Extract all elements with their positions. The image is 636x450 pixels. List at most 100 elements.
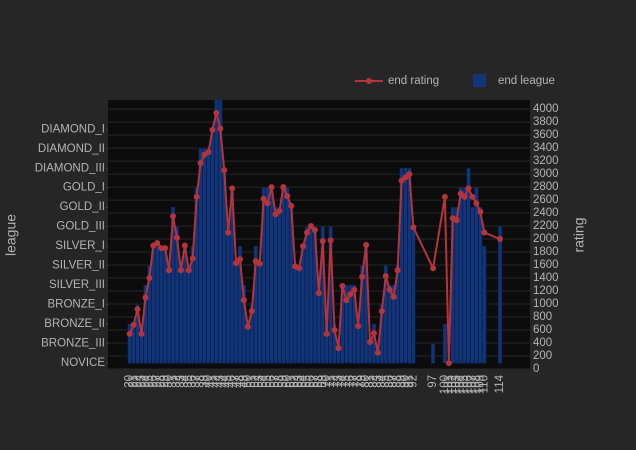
line-marker — [284, 193, 291, 200]
x-tick-label: 85 — [380, 375, 392, 388]
x-tick-label: 23 — [136, 375, 148, 388]
y-tick-label: SILVER_III — [49, 279, 105, 291]
x-tick-label: 84 — [376, 374, 388, 387]
x-tick-label: 55 — [262, 375, 274, 388]
line-marker — [229, 185, 236, 192]
y2-tick-label: 3400 — [533, 142, 559, 154]
line-marker — [146, 275, 153, 282]
plot-marks — [126, 100, 504, 367]
y2-tick-label: 4000 — [533, 103, 559, 115]
line-marker — [461, 193, 468, 200]
x-tick-label: 103 — [451, 375, 463, 394]
line-marker — [217, 125, 224, 132]
x-tick-label: 26 — [147, 375, 159, 388]
line-marker — [315, 289, 322, 296]
bar — [297, 265, 302, 364]
x-tick-label: 92 — [407, 375, 419, 388]
x-tick-label: 81 — [364, 375, 376, 388]
x-tick-label: 59 — [277, 375, 289, 388]
x-tick-label: 106 — [463, 375, 475, 394]
bar — [360, 265, 365, 364]
bar — [147, 265, 152, 364]
x-tick-label: 56 — [266, 375, 278, 388]
y2-tick-label: 3000 — [533, 168, 559, 180]
line-marker — [236, 256, 243, 263]
x-tick-label: 76 — [344, 375, 356, 388]
bar — [261, 187, 266, 364]
y2-tick-label: 400 — [533, 337, 552, 349]
line-marker — [300, 243, 307, 250]
x-tick-label: 104 — [455, 374, 467, 394]
legend-label: end rating — [388, 75, 439, 87]
line-marker — [166, 267, 173, 274]
line-marker — [359, 273, 366, 280]
line-marker — [394, 267, 401, 274]
bar — [399, 167, 404, 364]
line-marker — [205, 148, 212, 155]
line-marker — [386, 286, 393, 293]
bar — [458, 187, 463, 364]
line-marker — [497, 236, 504, 243]
line-marker — [280, 184, 287, 191]
bar — [234, 265, 239, 364]
line-marker — [331, 327, 338, 334]
bar — [308, 226, 313, 364]
y-tick-label: SILVER_I — [55, 240, 105, 252]
bar — [474, 187, 479, 364]
line-marker — [406, 171, 413, 178]
y-tick-label: NOVICE — [61, 357, 105, 369]
line-marker — [130, 321, 137, 328]
bar — [194, 187, 199, 364]
line-marker — [410, 224, 417, 231]
x-tick-label: 102 — [447, 375, 459, 394]
bar — [245, 323, 250, 364]
bar — [277, 206, 282, 364]
line-marker — [303, 229, 310, 236]
line-marker — [126, 330, 133, 337]
x-tick-label: 22 — [132, 375, 144, 388]
bar — [403, 167, 408, 364]
line-marker — [240, 297, 247, 304]
bar — [218, 100, 223, 364]
x-tick-label: 42 — [210, 375, 222, 388]
y2-tick-label: 1800 — [533, 246, 559, 258]
line-marker — [162, 245, 169, 252]
bar — [237, 245, 243, 364]
x-tick-label: 107 — [467, 375, 479, 394]
y2-tick-label: 1600 — [533, 259, 559, 271]
x-tick-label: 43 — [214, 375, 226, 388]
x-tick-label: 78 — [352, 375, 364, 388]
bar — [214, 100, 219, 364]
bar — [462, 187, 467, 364]
line-marker — [264, 200, 271, 207]
x-tick-label: 37 — [191, 375, 203, 388]
line-marker — [307, 223, 314, 230]
x-tick-label: 86 — [384, 375, 396, 388]
x-tick-label: 52 — [250, 375, 262, 388]
x-tick-label: 91 — [403, 375, 415, 388]
line-marker — [142, 294, 149, 301]
bar — [174, 226, 179, 364]
line-marker — [233, 260, 240, 267]
bar — [281, 187, 286, 364]
line-marker — [177, 267, 184, 274]
x-tick-label: 73 — [333, 375, 345, 388]
line-marker — [465, 185, 472, 192]
bar — [159, 245, 164, 364]
legend-label: end league — [498, 75, 555, 87]
x-tick-label: 69 — [317, 375, 329, 388]
x-tick-label: 88 — [392, 375, 404, 388]
y-tick-label: BRONZE_I — [47, 299, 105, 311]
line-marker — [154, 239, 161, 246]
y2-tick-label: 800 — [533, 311, 552, 323]
line-marker — [170, 213, 177, 220]
x-tick-label: 34 — [179, 374, 191, 387]
line-marker — [351, 286, 358, 293]
x-tick-label: 36 — [187, 375, 199, 388]
line-marker — [327, 237, 334, 244]
bar — [257, 265, 262, 364]
x-tick-label: 101 — [443, 375, 455, 394]
x-tick-label: 45 — [222, 375, 234, 388]
y-tick-label: BRONZE_III — [41, 338, 105, 350]
x-tick-label: 62 — [289, 375, 301, 388]
